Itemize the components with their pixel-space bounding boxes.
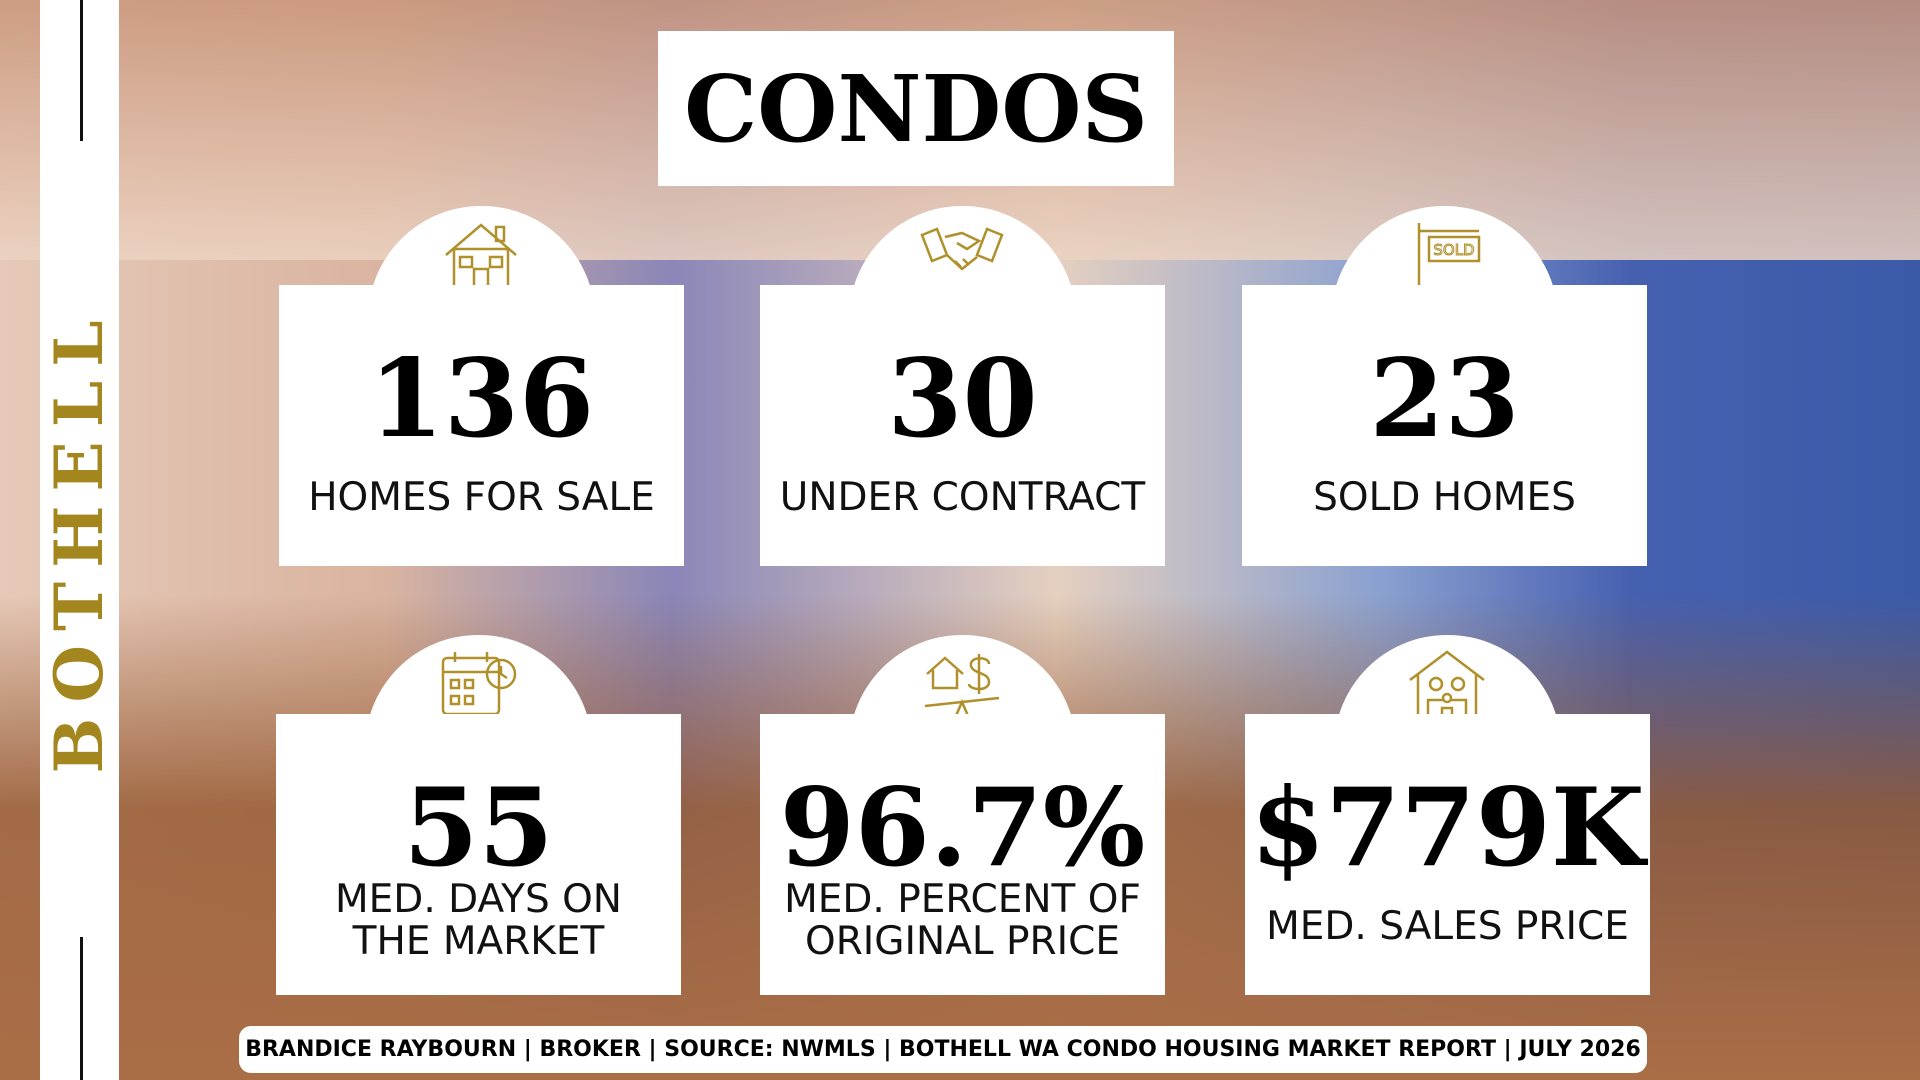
footer: BRANDICE RAYBOURN | BROKER | SOURCE: NWM…: [239, 1026, 1647, 1073]
stat-label: MED. DAYS ON: [335, 877, 622, 922]
side-strip: [40, 0, 119, 1080]
stat-card: 55 MED. DAYS ON THE MARKET: [276, 714, 681, 995]
divider: [80, 0, 83, 141]
stat-value: 96.7%: [779, 765, 1146, 891]
stat-label: HOMES FOR SALE: [308, 475, 655, 520]
stat-value: 23: [1369, 336, 1520, 462]
stat-card: 23 SOLD HOMES: [1242, 285, 1647, 566]
stat-value: $779K: [1250, 765, 1645, 891]
stat-label: UNDER CONTRACT: [779, 475, 1146, 520]
stat-icon: [441, 652, 517, 716]
stat-icon: [924, 654, 1000, 720]
stat-label: SOLD HOMES: [1313, 475, 1576, 520]
stat-card: 96.7% MED. PERCENT OF ORIGINAL PRICE: [760, 714, 1165, 995]
stat-value: 136: [368, 336, 595, 462]
stat-label: MED. SALES PRICE: [1266, 904, 1629, 949]
stat-card: 30 UNDER CONTRACT: [760, 285, 1165, 566]
divider: [80, 937, 83, 1080]
stat-card: $779K MED. SALES PRICE: [1245, 714, 1650, 995]
stat-value: 55: [403, 765, 554, 891]
stat-value: 30: [887, 336, 1038, 462]
svg-text:SOLD: SOLD: [1433, 241, 1474, 259]
title: CONDOS: [658, 31, 1174, 186]
stat-icon: [920, 227, 1004, 271]
stat-label: MED. PERCENT OF: [784, 877, 1141, 922]
side-title: BOTHELL: [40, 306, 118, 774]
stat-label: THE MARKET: [352, 919, 605, 964]
stat-icon: SOLD: [1411, 223, 1481, 293]
stat-icon: [1409, 650, 1485, 722]
stat-card: 136 HOMES FOR SALE: [279, 285, 684, 566]
stat-icon: [445, 223, 517, 293]
stat-label: ORIGINAL PRICE: [805, 919, 1120, 964]
